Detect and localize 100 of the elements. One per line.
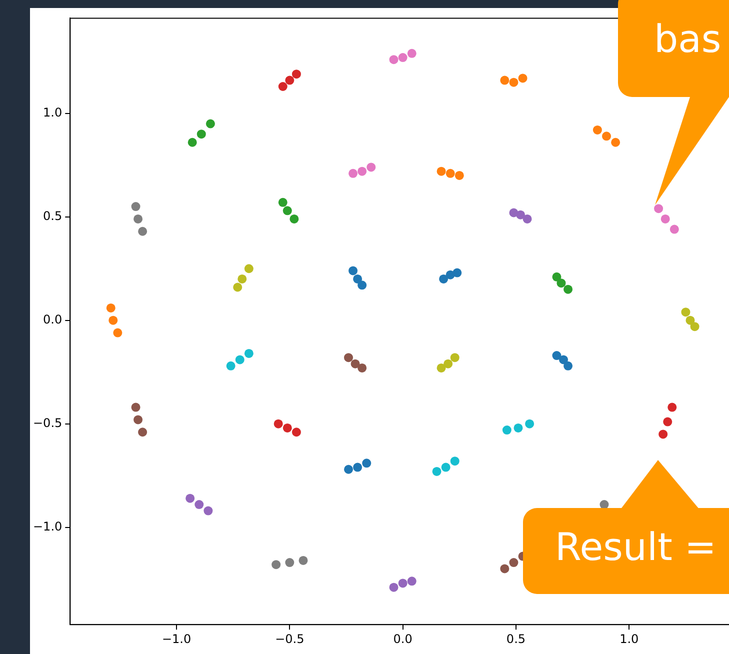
point — [668, 402, 677, 412]
point — [290, 214, 299, 224]
point — [518, 74, 528, 83]
point — [436, 363, 446, 372]
point — [235, 355, 244, 364]
point — [134, 415, 143, 424]
point — [292, 428, 301, 437]
point — [441, 462, 450, 472]
point — [134, 214, 143, 224]
point — [654, 204, 664, 214]
point — [362, 458, 372, 468]
point — [611, 138, 620, 147]
point — [556, 278, 566, 288]
point — [502, 426, 512, 435]
point — [398, 578, 408, 588]
point — [204, 506, 213, 516]
point — [552, 351, 562, 360]
x-tick-label: 0.0 — [393, 632, 412, 646]
point — [106, 303, 116, 312]
point — [446, 168, 455, 178]
point — [272, 560, 281, 570]
point — [509, 558, 518, 568]
point — [450, 353, 460, 362]
point — [552, 272, 562, 282]
y-tick-label: −0.5 — [33, 416, 62, 430]
point — [206, 119, 215, 128]
point — [196, 130, 206, 139]
point — [353, 462, 362, 472]
point — [194, 500, 204, 510]
point — [350, 359, 360, 368]
point — [509, 78, 518, 87]
point — [186, 494, 195, 503]
point — [432, 466, 442, 476]
point — [389, 55, 398, 64]
point — [344, 353, 354, 362]
point — [660, 214, 670, 224]
annotation: bas — [653, 16, 722, 61]
point — [452, 268, 462, 278]
x-tick-label: −0.5 — [275, 632, 304, 646]
point — [358, 280, 367, 290]
point — [436, 166, 446, 176]
point — [592, 125, 602, 134]
point — [564, 284, 573, 294]
point — [233, 282, 242, 292]
point — [298, 556, 308, 565]
point — [278, 198, 288, 207]
point — [407, 48, 416, 58]
point — [285, 76, 294, 85]
point — [138, 428, 148, 437]
point — [358, 363, 367, 372]
point — [274, 419, 283, 428]
point — [366, 162, 376, 172]
point — [398, 53, 408, 62]
point — [348, 266, 358, 276]
point — [500, 564, 510, 574]
point — [658, 430, 668, 439]
point — [282, 206, 292, 216]
point — [353, 274, 362, 284]
y-tick-label: 1.0 — [43, 106, 62, 120]
point — [292, 70, 301, 79]
point — [407, 576, 416, 586]
point — [439, 274, 448, 284]
x-tick-label: 1.0 — [620, 632, 639, 646]
point — [444, 359, 453, 368]
point — [686, 316, 695, 325]
speech-bubble: bas — [618, 0, 729, 205]
point — [238, 274, 247, 284]
point — [454, 170, 464, 180]
point — [344, 464, 354, 474]
annotation: Result = — [554, 524, 716, 569]
point — [663, 417, 672, 426]
point — [244, 348, 254, 358]
point — [389, 582, 398, 592]
point — [602, 132, 611, 141]
point — [690, 322, 700, 332]
x-tick-label: 0.5 — [506, 632, 526, 646]
point — [670, 224, 679, 234]
x-tick-label: −1.0 — [162, 632, 192, 646]
point — [522, 214, 532, 224]
point — [514, 423, 523, 432]
point — [226, 361, 236, 370]
point — [348, 168, 358, 178]
point — [285, 558, 294, 568]
point — [564, 361, 573, 370]
point — [525, 419, 534, 428]
point — [278, 82, 288, 91]
point — [282, 423, 292, 432]
point — [138, 226, 148, 236]
point — [188, 138, 197, 147]
point — [500, 76, 510, 85]
point — [450, 456, 460, 466]
y-tick-label: 0.0 — [43, 312, 62, 326]
point — [113, 328, 122, 338]
point — [131, 402, 140, 412]
y-tick-label: 0.5 — [43, 209, 62, 224]
point — [358, 166, 367, 176]
point — [681, 308, 690, 317]
point — [108, 316, 118, 325]
point — [244, 264, 254, 274]
point — [131, 202, 140, 212]
